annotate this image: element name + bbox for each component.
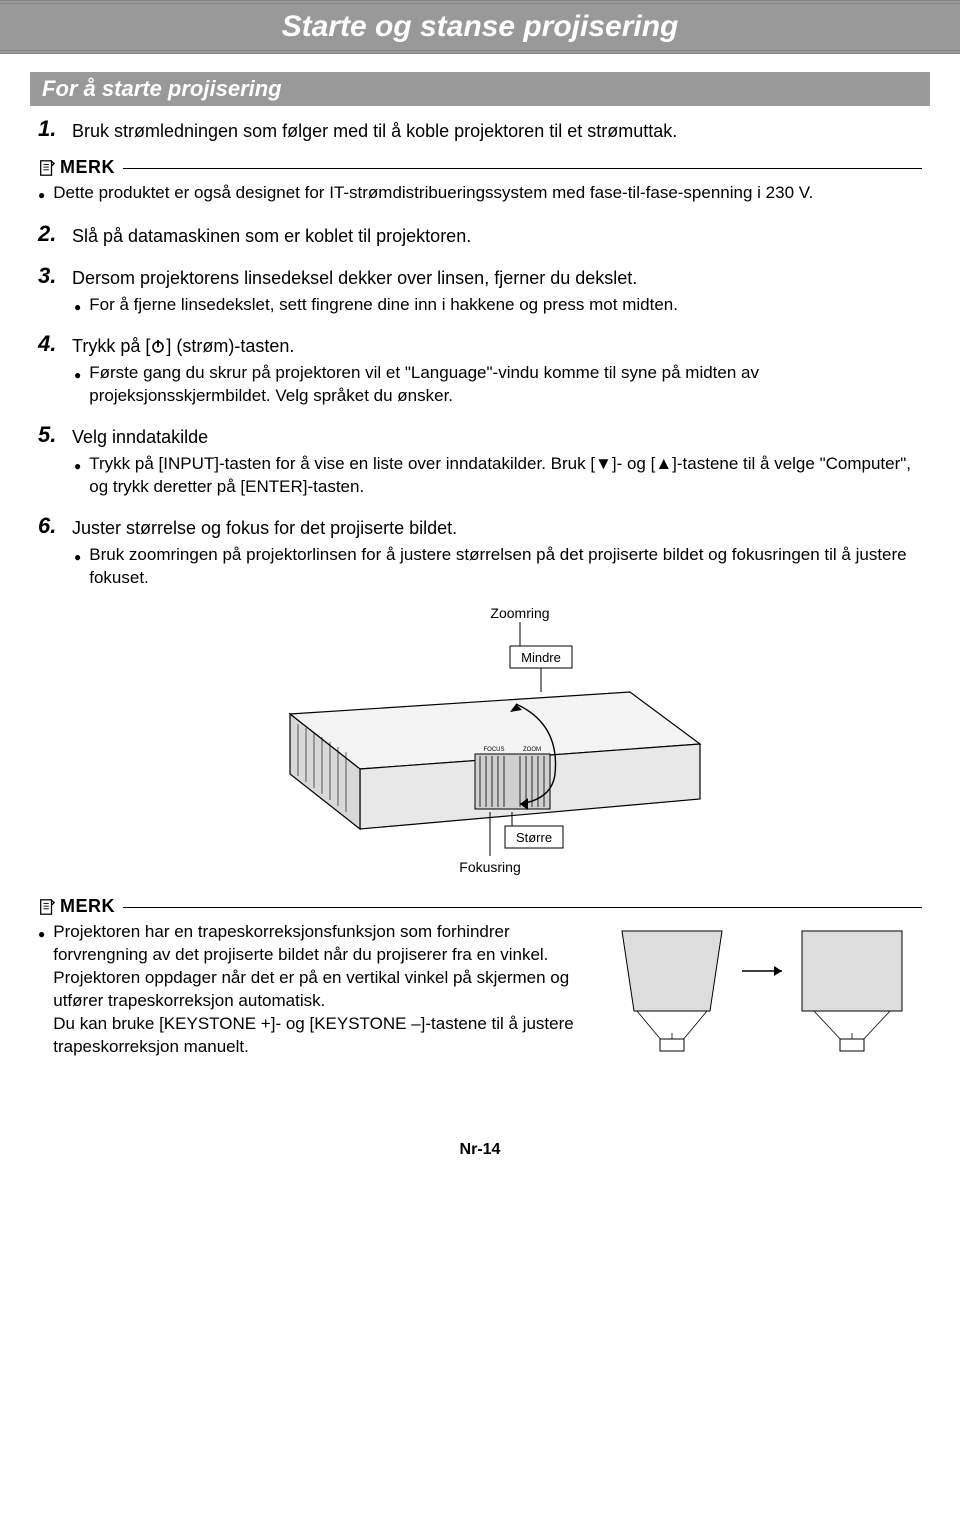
step-number: 2. [38, 221, 66, 247]
note-label: MERK [60, 896, 115, 917]
note-divider [123, 907, 922, 908]
projector-diagram: Zoomring Mindre [38, 604, 922, 884]
step-text: Slå på datamaskinen som er koblet til pr… [72, 221, 471, 248]
step-number: 6. [38, 513, 66, 539]
page-title: Starte og stanse projisering [0, 0, 960, 54]
note-bullet: Projektoren har en trapeskorreksjonsfunk… [38, 921, 582, 1059]
step-bullet: Trykk på [INPUT]-tasten for å vise en li… [74, 453, 922, 499]
page-number: Nr-14 [0, 1141, 960, 1159]
step-6: 6. Juster størrelse og fokus for det pro… [38, 513, 922, 590]
mindre-label: Mindre [521, 650, 561, 665]
step-5: 5. Velg inndatakilde Trykk på [INPUT]-ta… [38, 422, 922, 499]
step-bullet: Bruk zoomringen på projektorlinsen for å… [74, 544, 922, 590]
step-text: Bruk strømledningen som følger med til å… [72, 116, 677, 143]
note-icon [38, 898, 56, 916]
step-1: 1. Bruk strømledningen som følger med ti… [38, 116, 922, 143]
zoomring-label: Zoomring [490, 605, 549, 621]
keystone-diagram [602, 921, 922, 1061]
step-bullet: For å fjerne linsedekslet, sett fingrene… [74, 294, 922, 317]
step-text: Juster størrelse og fokus for det projis… [72, 513, 457, 540]
step-text: Trykk på [] (strøm)-tasten. [72, 331, 294, 358]
power-icon [150, 338, 166, 354]
note-block-1: MERK Dette produktet er også designet fo… [38, 157, 922, 205]
step-bullet: Første gang du skrur på projektoren vil … [74, 362, 922, 408]
svg-text:ZOOM: ZOOM [523, 747, 541, 753]
step-number: 3. [38, 263, 66, 289]
step-text: Dersom projektorens linsedeksel dekker o… [72, 263, 637, 290]
step-3: 3. Dersom projektorens linsedeksel dekke… [38, 263, 922, 317]
step-number: 1. [38, 116, 66, 142]
note-label: MERK [60, 157, 115, 178]
step-number: 5. [38, 422, 66, 448]
note-block-2: MERK Projektoren har en trapeskorreksjon… [38, 896, 922, 1061]
step-number: 4. [38, 331, 66, 357]
step-4: 4. Trykk på [] (strøm)-tasten. Første ga… [38, 331, 922, 408]
storre-label: Større [516, 830, 552, 845]
note-divider [123, 168, 922, 169]
note-icon [38, 159, 56, 177]
step-text: Velg inndatakilde [72, 422, 208, 449]
section-heading: For å starte projisering [30, 72, 930, 106]
note-bullet: Dette produktet er også designet for IT-… [38, 182, 922, 205]
step-2: 2. Slå på datamaskinen som er koblet til… [38, 221, 922, 248]
svg-text:FOCUS: FOCUS [484, 747, 505, 753]
fokusring-label: Fokusring [459, 859, 520, 875]
